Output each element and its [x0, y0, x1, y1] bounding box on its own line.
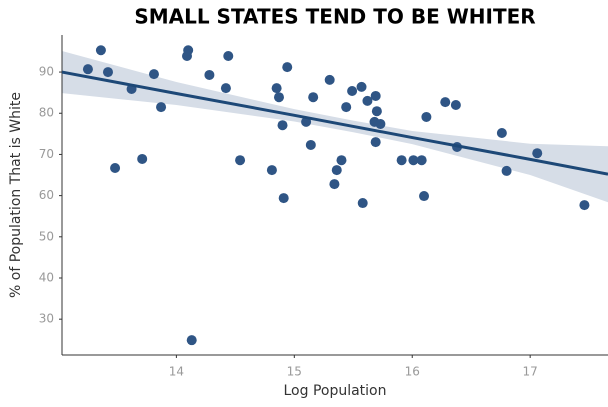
point — [416, 155, 427, 166]
point — [496, 128, 507, 139]
point — [440, 97, 451, 108]
point — [278, 193, 289, 204]
chart-title: SMALL STATES TEND TO BE WHITER — [134, 5, 535, 29]
y-tick-label: 90 — [39, 65, 54, 79]
point — [324, 74, 335, 85]
point — [266, 165, 277, 176]
point — [579, 200, 590, 211]
point — [282, 62, 293, 73]
point — [370, 137, 381, 148]
point — [347, 86, 358, 97]
point — [362, 95, 373, 106]
y-tick-label: 50 — [39, 229, 54, 243]
point — [95, 45, 106, 56]
point — [137, 153, 148, 164]
x-tick-label: 16 — [405, 365, 420, 379]
point — [421, 111, 432, 122]
point — [331, 165, 342, 176]
y-tick-label: 40 — [39, 270, 54, 284]
point — [450, 100, 461, 111]
point — [148, 69, 159, 80]
y-tick-label: 80 — [39, 106, 54, 120]
point — [371, 106, 382, 117]
point — [501, 165, 512, 176]
x-axis-label: Log Population — [283, 383, 386, 399]
point — [408, 155, 419, 166]
point — [329, 179, 340, 190]
point — [532, 148, 543, 159]
point — [419, 191, 430, 202]
point — [308, 92, 319, 103]
point — [220, 83, 231, 94]
point — [356, 81, 367, 92]
point — [204, 69, 215, 80]
x-tick-label: 14 — [169, 365, 184, 379]
x-tick-label: 15 — [287, 365, 302, 379]
point — [357, 198, 368, 209]
confidence-band — [62, 51, 608, 203]
point — [396, 155, 407, 166]
point — [223, 51, 234, 62]
y-tick-label: 30 — [39, 312, 54, 326]
point — [305, 139, 316, 150]
point — [102, 67, 113, 78]
point — [370, 90, 381, 101]
point — [341, 102, 352, 113]
x-tick-label: 17 — [523, 365, 538, 379]
point — [273, 92, 284, 103]
point — [82, 64, 93, 75]
regression-line — [61, 70, 608, 176]
y-axis-label: % of Population That is White — [8, 92, 24, 298]
point — [110, 163, 121, 174]
point — [186, 335, 197, 346]
point — [156, 102, 167, 113]
y-tick-label: 70 — [39, 147, 54, 161]
point — [235, 155, 246, 166]
point — [336, 155, 347, 166]
y-tick-label: 60 — [39, 188, 54, 202]
point — [375, 118, 386, 129]
point — [183, 45, 194, 56]
point — [277, 120, 288, 131]
point — [271, 83, 282, 94]
